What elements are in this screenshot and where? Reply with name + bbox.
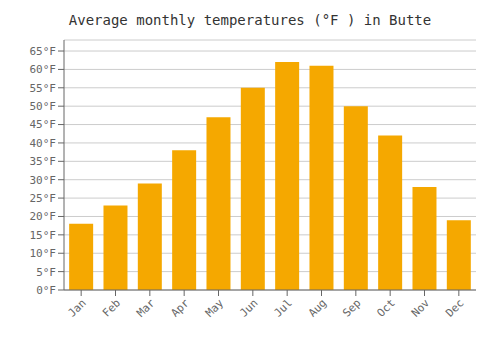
svg-text:Aug: Aug <box>306 296 329 319</box>
svg-text:55°F: 55°F <box>30 82 57 95</box>
svg-text:Oct: Oct <box>375 296 398 319</box>
svg-text:0°F: 0°F <box>36 284 56 297</box>
svg-text:45°F: 45°F <box>30 118 57 131</box>
svg-text:10°F: 10°F <box>30 247 57 260</box>
svg-text:40°F: 40°F <box>30 137 57 150</box>
svg-text:Feb: Feb <box>100 296 123 319</box>
svg-text:Jul: Jul <box>272 296 295 319</box>
svg-text:20°F: 20°F <box>30 210 57 223</box>
svg-text:25°F: 25°F <box>30 192 57 205</box>
svg-text:Jun: Jun <box>237 296 260 319</box>
svg-text:May: May <box>203 296 227 320</box>
svg-text:Sep: Sep <box>340 296 363 319</box>
svg-text:15°F: 15°F <box>30 229 57 242</box>
svg-text:30°F: 30°F <box>30 174 57 187</box>
svg-text:Apr: Apr <box>169 296 193 320</box>
svg-text:Nov: Nov <box>409 296 433 320</box>
svg-text:Dec: Dec <box>443 296 466 319</box>
svg-text:35°F: 35°F <box>30 155 57 168</box>
svg-text:50°F: 50°F <box>30 100 57 113</box>
html-text:Average monthly temperatures (: Average monthly temperatures (°F ) in Bu… <box>68 12 432 28</box>
svg-text:65°F: 65°F <box>30 45 57 58</box>
svg-text:5°F: 5°F <box>36 266 56 279</box>
svg-text:Jan: Jan <box>66 296 89 319</box>
svg-text:60°F: 60°F <box>30 63 57 76</box>
svg-text:Mar: Mar <box>134 296 158 320</box>
